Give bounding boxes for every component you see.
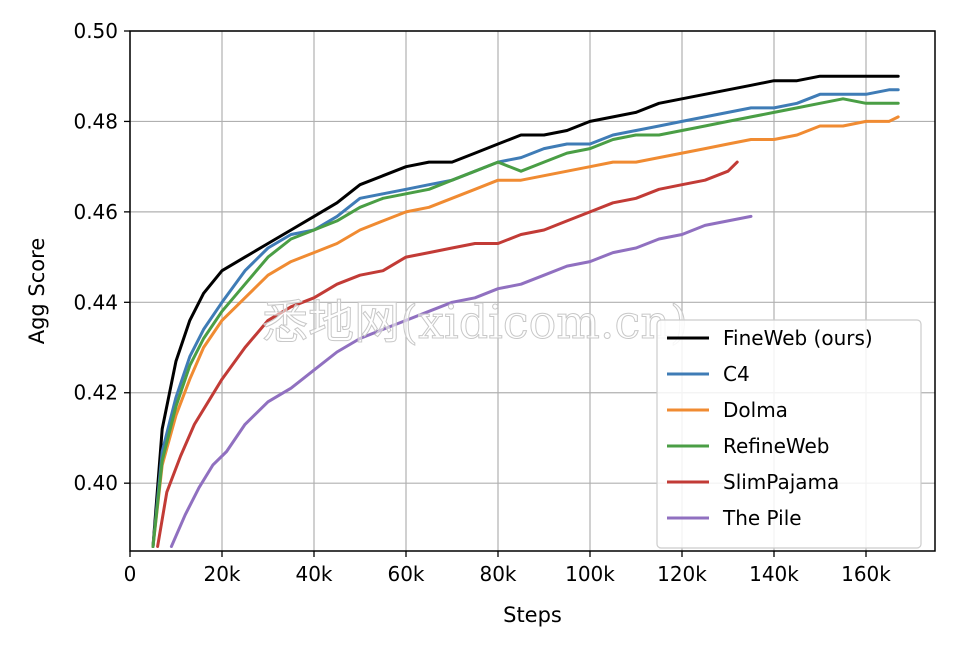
series-line-fineweb-ours [151,74,900,548]
x-tick-label: 20k [203,562,240,586]
y-tick-label: 0.50 [73,19,118,43]
x-tick-label: 140k [749,562,799,586]
series-line-dolma [151,115,900,548]
legend-box [656,319,922,549]
y-axis-label: Agg Score [25,238,49,345]
x-axis-label: Steps [503,603,562,627]
x-axis: 0 20k 40k 60k 80k 100k 120k 140k 160k [124,551,891,586]
y-tick-label: 0.48 [73,109,118,133]
watermark-text: 悉地网(xidicom.cn) [262,295,688,349]
legend-label: C4 [723,362,750,386]
legend-label: SlimPajama [723,470,839,494]
legend-label: RefineWeb [723,434,829,458]
plot-frame [129,30,936,552]
y-axis: 0.40 0.42 0.44 0.46 0.48 0.50 [73,19,130,495]
series-line-slimpajama [156,160,739,548]
x-tick-label: 160k [841,562,891,586]
legend-label: Dolma [723,398,788,422]
x-tick-label: 60k [387,562,424,586]
x-tick-label: 0 [124,562,137,586]
legend-label: FineWeb (ours) [723,326,873,350]
x-tick-label: 120k [657,562,707,586]
x-tick-label: 100k [565,562,615,586]
series-line-the-pile [169,214,753,548]
series-line-refineweb [151,97,900,548]
y-tick-label: 0.40 [73,471,118,495]
x-tick-label: 40k [295,562,332,586]
x-tick-label: 80k [479,562,516,586]
series-line-c4 [151,88,900,548]
legend: FineWeb (ours) C4 Dolma RefineWeb SlimPajama… [656,319,922,549]
y-tick-label: 0.46 [73,200,118,224]
grid [129,30,935,551]
y-tick-label: 0.42 [73,381,118,405]
y-tick-label: 0.44 [73,290,118,314]
legend-label: The Pile [722,506,802,530]
series-layer [151,74,900,548]
